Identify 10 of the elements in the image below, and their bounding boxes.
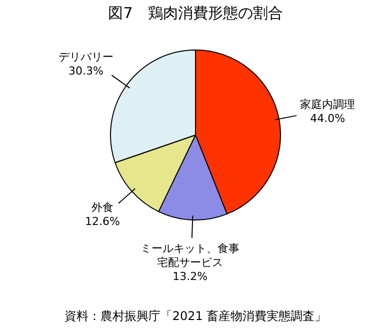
data-label: 12.6% [84,215,120,228]
data-label: 30.3% [68,64,104,78]
data-label: 44.0% [310,112,346,126]
slice-label: 家庭内調理 [300,98,356,112]
slice-label: デリバリー [58,50,114,64]
slice-label: 外食 [91,201,114,214]
slice-label: ミールキット、食事宅配サービス [140,242,240,269]
text: 資料：農村振興庁「2021 畜産物消費実態調査」 [63,308,328,325]
chart-title: 図7 鶏肉消費形態の割合 [107,4,284,23]
data-label: 13.2% [172,270,208,283]
